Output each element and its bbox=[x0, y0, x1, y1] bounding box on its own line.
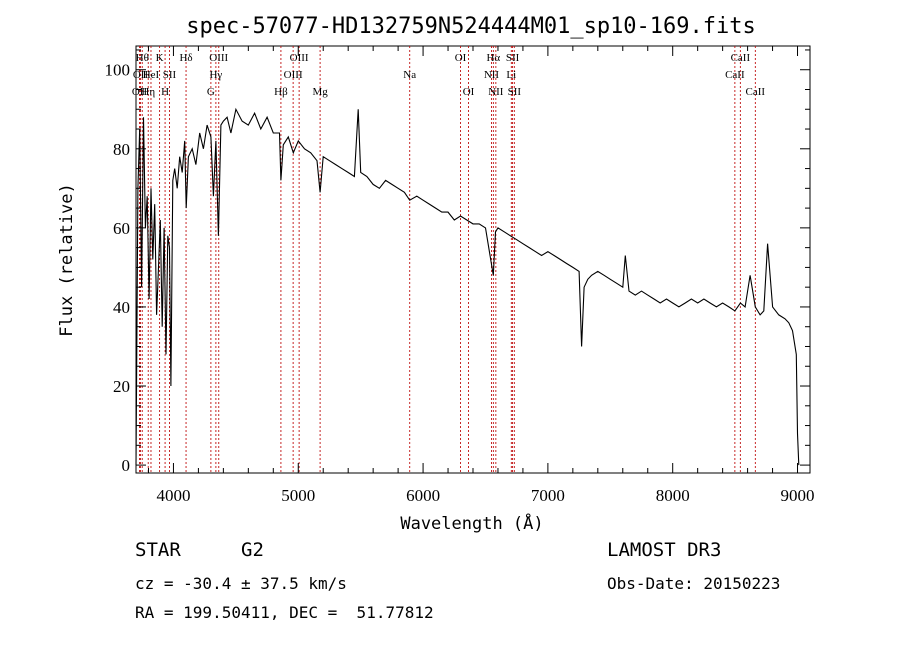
plot-frame bbox=[135, 45, 811, 474]
y-axis-ticks: 0 20 40 60 80 100 bbox=[105, 49, 810, 475]
x-tick-label: 7000 bbox=[531, 486, 565, 505]
observation-date: Obs-Date: 20150223 bbox=[607, 574, 781, 593]
y-tick-label: 60 bbox=[113, 219, 130, 238]
survey-name: LAMOST DR3 bbox=[607, 539, 722, 561]
spectral-line-label: H bbox=[161, 86, 169, 98]
spectral-line-label: G bbox=[207, 86, 215, 98]
spectral-line-label: SII bbox=[163, 69, 177, 81]
spectral-line-label: Hγ bbox=[209, 69, 222, 81]
y-tick-label: 100 bbox=[105, 61, 131, 80]
spectral-subclass: G2 bbox=[241, 539, 264, 561]
spectral-line-label: NII bbox=[484, 69, 500, 81]
y-tick-label: 80 bbox=[113, 140, 130, 159]
spectral-line-label: Hθ bbox=[136, 52, 149, 64]
y-tick-label: 0 bbox=[122, 456, 131, 475]
y-tick-label: 40 bbox=[113, 298, 130, 317]
spectral-line-label: OIII bbox=[209, 52, 228, 64]
spectral-line-label: CaII bbox=[746, 86, 766, 98]
spectral-line-label: OIII bbox=[290, 52, 309, 64]
x-axis-label: Wavelength (Å) bbox=[400, 512, 543, 534]
spectral-line-label: CaII bbox=[731, 52, 751, 64]
spectral-line-label: Hα bbox=[486, 52, 500, 64]
spectral-line-label: OI bbox=[455, 52, 467, 64]
spectrum-series-line bbox=[135, 107, 800, 466]
spectral-line-label: HeI bbox=[143, 69, 160, 81]
x-tick-label: 5000 bbox=[281, 486, 315, 505]
spectral-line-label: CaII bbox=[725, 69, 745, 81]
x-tick-label: 4000 bbox=[156, 486, 190, 505]
spectral-line-label: OI bbox=[463, 86, 475, 98]
spectral-line-label: Hβ bbox=[274, 86, 288, 98]
spectral-line-label: OII bbox=[132, 86, 148, 98]
spectral-line-label: Mg bbox=[312, 86, 328, 98]
x-axis-ticks: 4000 5000 6000 7000 8000 9000 bbox=[147, 46, 815, 505]
sky-coordinates: RA = 199.50411, DEC = 51.77812 bbox=[135, 603, 434, 622]
spectral-line-label: Li bbox=[506, 69, 516, 81]
spectral-line-label: SII bbox=[508, 86, 522, 98]
spectral-line-label: Na bbox=[403, 69, 416, 81]
y-tick-label: 20 bbox=[113, 377, 130, 396]
spectral-line-label: OII bbox=[133, 69, 149, 81]
object-type: STAR bbox=[135, 539, 181, 561]
spectral-line-label: OIII bbox=[284, 69, 303, 81]
spectral-line-label: NII bbox=[488, 86, 504, 98]
spectral-line-label: SII bbox=[506, 52, 520, 64]
y-axis-label: Flux (relative) bbox=[57, 183, 77, 337]
chart-title: spec-57077-HD132759N524444M01_sp10-169.f… bbox=[186, 14, 756, 39]
x-tick-label: 6000 bbox=[406, 486, 440, 505]
spectral-line-label: Hη bbox=[141, 86, 155, 98]
spectral-line-label: Hδ bbox=[179, 52, 192, 64]
spectral-line-markers bbox=[139, 46, 756, 473]
x-tick-label: 9000 bbox=[781, 486, 815, 505]
redshift-readout: cz = -30.4 ± 37.5 km/s bbox=[135, 574, 347, 593]
spectral-line-label: K bbox=[156, 52, 164, 64]
x-tick-label: 8000 bbox=[656, 486, 690, 505]
spectral-line-labels: OIIOIIHθHηHeIKHSIIHδGHγOIIIHβOIIIOIIIMgN… bbox=[132, 52, 766, 98]
